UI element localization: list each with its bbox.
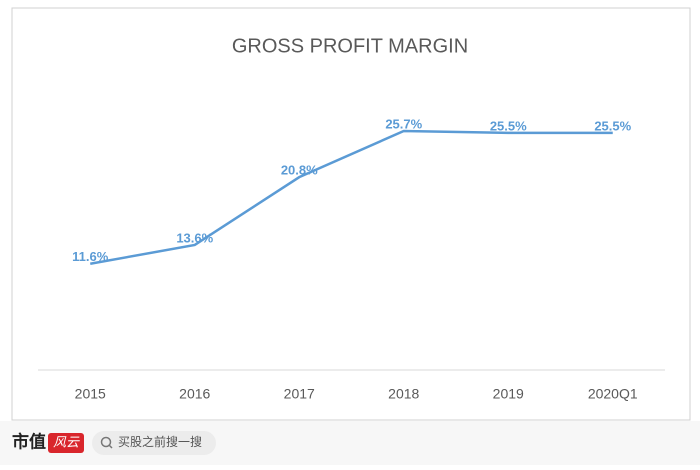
data-label: 11.6% — [72, 249, 109, 264]
x-tick-label: 2016 — [179, 386, 210, 402]
line — [90, 129, 613, 266]
chart-frame — [11, 7, 691, 421]
x-tick-label: 2015 — [75, 386, 106, 402]
data-label: 20.8% — [281, 163, 318, 178]
x-tick-label: 2018 — [388, 386, 419, 402]
data-label: 25.5% — [490, 118, 527, 133]
search-box[interactable] — [92, 431, 216, 455]
search-icon — [100, 436, 112, 448]
data-label: 13.6% — [176, 230, 213, 245]
x-tick-label: 2017 — [284, 386, 315, 402]
search-icon-handle — [108, 444, 113, 449]
x-tick-label: 2019 — [493, 386, 524, 402]
data-label: 25.7% — [385, 116, 422, 131]
search-text[interactable]: 买股之前搜一搜 — [118, 434, 202, 449]
chart-title: GROSS PROFIT MARGIN — [232, 35, 468, 57]
brand-mark: 风云 — [53, 434, 80, 449]
x-tick-label: 2020Q1 — [588, 386, 638, 402]
brand: 市值 — [12, 431, 46, 451]
brand-mark-box — [48, 433, 84, 453]
data-label: 25.5% — [594, 118, 631, 133]
